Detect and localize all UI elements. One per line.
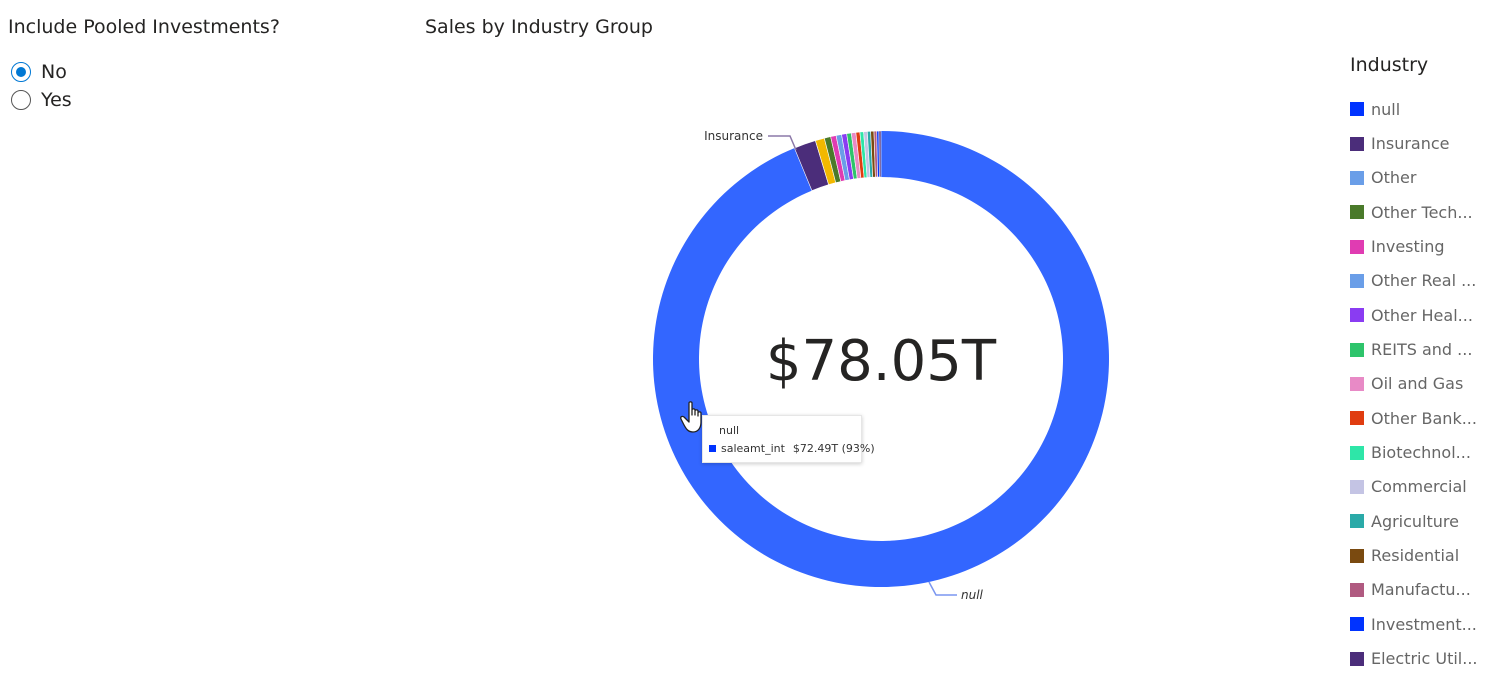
legend-label: Insurance <box>1371 134 1450 154</box>
donut-slices <box>653 130 1109 587</box>
radio-option-yes[interactable]: Yes <box>11 86 72 114</box>
radio-dot <box>16 67 26 77</box>
legend-item[interactable]: Agriculture <box>1350 504 1487 538</box>
tooltip-series: saleamt_int <box>721 442 785 455</box>
legend: Industry null Insurance Other Other Tech...… <box>1350 54 1487 676</box>
legend-swatch <box>1350 582 1364 597</box>
legend-label: Other <box>1371 168 1417 188</box>
legend-swatch <box>1350 308 1364 323</box>
legend-label: Manufactu... <box>1371 580 1471 600</box>
legend-item[interactable]: Other Bank... <box>1350 401 1487 435</box>
legend-item[interactable]: Residential <box>1350 538 1487 572</box>
legend-label: null <box>1371 99 1401 119</box>
legend-label: REITS and ... <box>1371 340 1473 360</box>
legend-item[interactable]: Insurance <box>1350 126 1487 160</box>
legend-label: Other Real ... <box>1371 271 1477 291</box>
radio-label-no: No <box>41 61 67 83</box>
donut-center-total: $78.05T <box>766 329 997 394</box>
legend-items: null Insurance Other Other Tech... Investing… <box>1350 92 1487 676</box>
legend-label: Electric Util... <box>1371 649 1478 669</box>
legend-title: Industry <box>1350 54 1429 76</box>
legend-label: Commercial <box>1371 477 1467 497</box>
donut-slice-electric-utilities[interactable] <box>878 130 882 178</box>
legend-swatch <box>1350 102 1364 117</box>
legend-item[interactable]: Investment... <box>1350 607 1487 641</box>
legend-item[interactable]: null <box>1350 92 1487 126</box>
legend-item[interactable]: Other Real ... <box>1350 264 1487 298</box>
legend-swatch <box>1350 136 1364 151</box>
legend-swatch <box>1350 205 1364 220</box>
legend-swatch <box>1350 273 1364 288</box>
legend-label: Biotechnol... <box>1371 443 1471 463</box>
radio-label-yes: Yes <box>41 89 72 111</box>
callout-line-null <box>928 581 957 596</box>
legend-label: Residential <box>1371 546 1460 566</box>
legend-swatch <box>1350 445 1364 460</box>
legend-label: Other Bank... <box>1371 408 1477 428</box>
legend-item[interactable]: Electric Util... <box>1350 642 1487 676</box>
legend-swatch <box>1350 342 1364 357</box>
legend-swatch <box>1350 548 1364 563</box>
legend-item[interactable]: Biotechnol... <box>1350 435 1487 469</box>
legend-item[interactable]: Manufactu... <box>1350 573 1487 607</box>
legend-swatch <box>1350 376 1364 391</box>
donut-chart: $78.05T Insurance null <box>653 129 1109 602</box>
callout-label-null: null <box>961 588 984 602</box>
legend-item[interactable]: Other <box>1350 161 1487 195</box>
legend-label: Agriculture <box>1371 511 1459 531</box>
legend-label: Oil and Gas <box>1371 374 1464 394</box>
legend-swatch <box>1350 479 1364 494</box>
tooltip-title: null <box>719 424 740 437</box>
callout-line-insurance <box>768 135 797 151</box>
tooltip-swatch <box>709 445 716 452</box>
radio-option-no[interactable]: No <box>11 58 72 86</box>
legend-swatch <box>1350 651 1364 666</box>
callout-label-insurance: Insurance <box>704 129 763 143</box>
filter-title: Include Pooled Investments? <box>8 16 280 38</box>
legend-item[interactable]: Investing <box>1350 229 1487 263</box>
tooltip-row: saleamt_int $72.49T (93%) <box>709 442 875 455</box>
legend-label: Investment... <box>1371 614 1477 634</box>
radio-button-no[interactable] <box>11 62 31 82</box>
legend-swatch <box>1350 239 1364 254</box>
pooled-investments-radio-group: No Yes <box>11 58 72 114</box>
chart-title: Sales by Industry Group <box>425 16 653 38</box>
legend-item[interactable]: Other Tech... <box>1350 195 1487 229</box>
tooltip: null saleamt_int $72.49T (93%) <box>702 415 875 463</box>
legend-item[interactable]: Commercial <box>1350 470 1487 504</box>
legend-item[interactable]: Oil and Gas <box>1350 367 1487 401</box>
radio-button-yes[interactable] <box>11 90 31 110</box>
legend-swatch <box>1350 411 1364 426</box>
legend-swatch <box>1350 514 1364 529</box>
legend-swatch <box>1350 170 1364 185</box>
legend-label: Other Heal... <box>1371 305 1473 325</box>
legend-swatch <box>1350 617 1364 632</box>
legend-label: Other Tech... <box>1371 202 1473 222</box>
legend-item[interactable]: REITS and ... <box>1350 332 1487 366</box>
legend-item[interactable]: Other Heal... <box>1350 298 1487 332</box>
tooltip-value: $72.49T (93%) <box>792 442 875 455</box>
legend-label: Investing <box>1371 237 1445 257</box>
hand-cursor-icon <box>680 401 702 433</box>
